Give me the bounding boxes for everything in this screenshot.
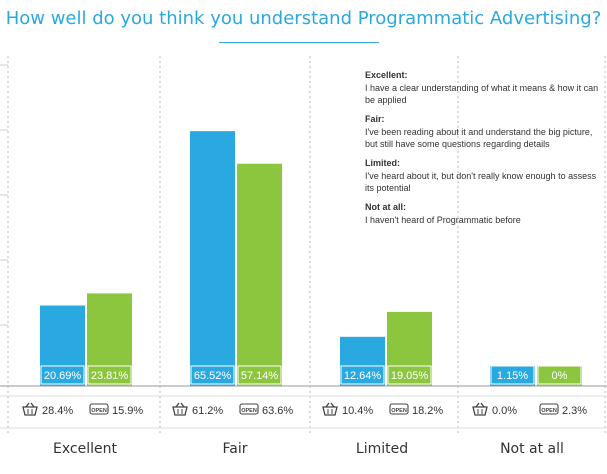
open-badge-frame xyxy=(89,403,109,415)
open-value: 15.9% xyxy=(112,405,143,417)
legend-description: I've been reading about it and understan… xyxy=(365,127,593,149)
category-label-limited: Limited xyxy=(355,441,409,457)
bar-green xyxy=(237,163,282,386)
basket-value: 10.4% xyxy=(342,405,373,417)
legend-panel: Excellent: I have a clear understanding … xyxy=(365,69,605,233)
bar-value-label: 20.69% xyxy=(44,370,82,382)
bar-value-label: 1.15% xyxy=(497,370,528,382)
value-label-box xyxy=(237,365,282,385)
open-badge-frame xyxy=(389,403,409,415)
basket-body xyxy=(22,406,38,416)
legend-term: Excellent: xyxy=(365,70,408,80)
open-badge-text: OPEN xyxy=(241,408,257,414)
basket-handle xyxy=(175,402,185,408)
bar-blue xyxy=(190,131,235,386)
open-badge-frame xyxy=(539,403,559,415)
bar-value-label: 57.14% xyxy=(241,370,279,382)
basket-value: 0.0% xyxy=(492,405,517,417)
basket-value: 61.2% xyxy=(192,405,223,417)
value-label-box xyxy=(490,365,535,385)
legend-entry-limited: Limited: I've heard about it, but don't … xyxy=(365,157,605,194)
bar-value-label: 12.64% xyxy=(344,370,382,382)
legend-term: Limited: xyxy=(365,158,400,168)
legend-entry-fair: Fair: I've been reading about it and und… xyxy=(365,113,605,150)
value-label-box xyxy=(387,365,432,385)
legend-description: I've heard about it, but don't really kn… xyxy=(365,171,597,193)
value-label-box xyxy=(87,365,132,385)
value-label-box xyxy=(40,365,85,385)
open-badge-icon: OPEN xyxy=(89,403,109,415)
open-value: 2.3% xyxy=(562,405,587,417)
open-badge-text: OPEN xyxy=(91,408,107,414)
basket-body xyxy=(172,406,188,416)
open-value: 63.6% xyxy=(262,405,293,417)
legend-term: Not at all: xyxy=(365,202,407,212)
category-label-not-at-all: Not at all xyxy=(500,441,564,457)
category-label-excellent: Excellent xyxy=(53,441,117,457)
value-label-box xyxy=(190,365,235,385)
legend-description: I have a clear understanding of what it … xyxy=(365,83,599,105)
basket-value: 28.4% xyxy=(42,405,73,417)
bar-value-label: 65.52% xyxy=(194,370,232,382)
basket-icon xyxy=(472,402,488,416)
open-badge-icon: OPEN xyxy=(239,403,259,415)
open-badge-text: OPEN xyxy=(391,408,407,414)
open-badge-icon: OPEN xyxy=(389,403,409,415)
legend-entry-excellent: Excellent: I have a clear understanding … xyxy=(365,69,605,106)
basket-handle xyxy=(475,402,485,408)
category-label-fair: Fair xyxy=(222,441,248,457)
bar-value-label: 19.05% xyxy=(391,370,429,382)
legend-description: I haven't heard of Programmatic before xyxy=(365,215,521,225)
open-badge-icon: OPEN xyxy=(539,403,559,415)
basket-icon xyxy=(172,402,188,416)
basket-handle xyxy=(25,402,35,408)
open-badge-frame xyxy=(239,403,259,415)
basket-icon xyxy=(22,402,38,416)
basket-icon xyxy=(322,402,338,416)
title-underline xyxy=(219,42,379,43)
legend-term: Fair: xyxy=(365,114,385,124)
bar-value-label: 23.81% xyxy=(91,370,129,382)
value-label-box xyxy=(340,365,385,385)
bar-value-label: 0% xyxy=(552,370,568,382)
open-badge-text: OPEN xyxy=(541,408,557,414)
chart-title: How well do you think you understand Pro… xyxy=(5,8,602,29)
basket-body xyxy=(322,406,338,416)
value-label-box xyxy=(537,365,582,385)
basket-body xyxy=(472,406,488,416)
legend-entry-not-at-all: Not at all: I haven't heard of Programma… xyxy=(365,201,605,226)
open-value: 18.2% xyxy=(412,405,443,417)
basket-handle xyxy=(325,402,335,408)
